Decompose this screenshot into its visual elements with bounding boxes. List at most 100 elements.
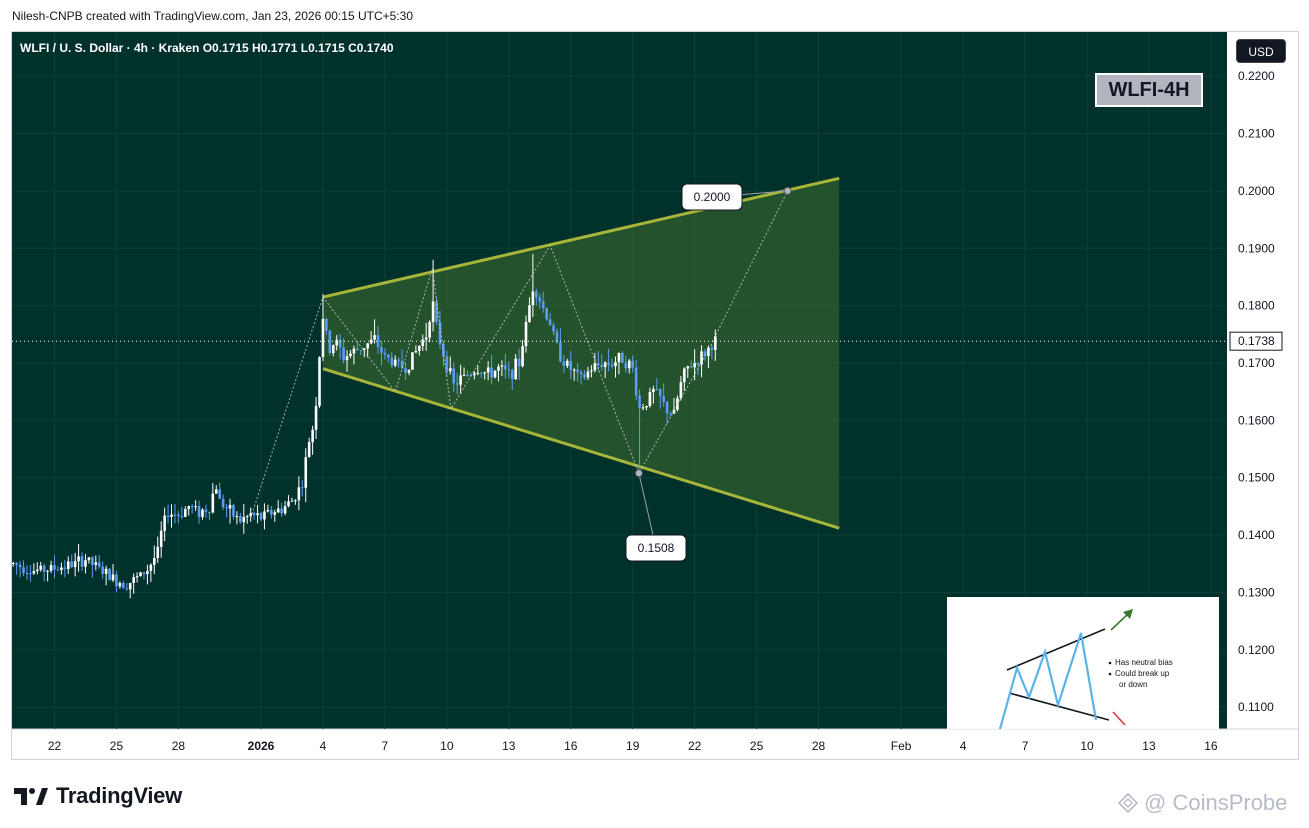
chart-tag: WLFI-4H: [1095, 73, 1203, 107]
time-axis-background: [12, 729, 1298, 759]
candle-body: [714, 336, 717, 350]
time-tick-label: 13: [1142, 739, 1156, 753]
lower-trendline: [322, 367, 840, 530]
candle-body: [108, 568, 111, 581]
candle-body: [617, 352, 621, 363]
candle-body: [500, 365, 504, 367]
candle-body: [373, 335, 376, 340]
candle-body: [590, 370, 593, 372]
candle-body: [270, 509, 273, 515]
candle-body: [63, 567, 67, 570]
inset-zigzag: [998, 632, 1098, 729]
candle-body: [80, 556, 84, 567]
candle-body: [466, 374, 469, 376]
time-tick-label: 10: [1080, 739, 1094, 753]
candle-body: [125, 588, 129, 590]
candle-body: [541, 301, 545, 309]
candle-body: [614, 362, 617, 367]
candle-body: [60, 567, 63, 570]
candle-body: [211, 493, 215, 513]
inset-upper-line: [1006, 628, 1106, 671]
candle-body: [407, 369, 411, 373]
candle-body: [404, 368, 407, 373]
candle-body: [596, 363, 600, 365]
candle-body: [662, 396, 665, 402]
inset-down-arrow: [1112, 711, 1126, 726]
candle-body: [342, 347, 345, 361]
candle-body: [115, 574, 118, 587]
candle-body: [356, 348, 359, 350]
candle-body: [535, 291, 538, 298]
candle-body: [473, 373, 476, 376]
candle-body: [462, 374, 466, 376]
candle-body: [66, 561, 70, 570]
candle-body: [400, 360, 404, 369]
candle-body: [572, 369, 576, 371]
candle-body: [266, 509, 270, 512]
candle-body: [163, 515, 166, 531]
annotation-label: 0.1508: [638, 541, 675, 555]
candle-body: [328, 330, 332, 354]
broadening-wedge-pattern: [322, 176, 840, 530]
chart-frame[interactable]: 0.1738 0.2000 0.1508 0.2200 0.2100 0.2000 0.…: [11, 31, 1299, 760]
candle-body: [256, 513, 259, 516]
annotation-box: [625, 534, 687, 562]
candle-body: [190, 506, 194, 508]
candle-body: [18, 564, 22, 568]
candle-body: [521, 346, 524, 367]
price-tick-label: 0.2100: [1238, 127, 1275, 141]
candle-body: [235, 516, 239, 518]
candle-body: [118, 583, 122, 587]
candle-body: [486, 367, 490, 373]
candle-body: [421, 339, 425, 347]
candle-body: [221, 498, 225, 508]
zigzag-path: [250, 190, 789, 519]
candle-body: [46, 570, 49, 572]
candle-body: [263, 511, 266, 520]
candle-body: [239, 516, 242, 523]
candle-body: [524, 321, 528, 347]
last-price-line: 0.1738: [12, 331, 1283, 351]
candle-body: [301, 487, 304, 489]
candle-body: [132, 577, 135, 583]
candle-body: [352, 348, 356, 354]
candle-body: [645, 405, 648, 408]
candle-body: [249, 513, 252, 517]
time-tick-label: 4: [960, 739, 967, 753]
candle-body: [304, 457, 308, 488]
time-tick-label: 22: [688, 739, 702, 753]
candle-body: [70, 561, 74, 568]
candle-body: [56, 569, 60, 571]
watermark-text: @ CoinsProbe: [1144, 790, 1288, 815]
candle-body: [641, 407, 645, 409]
candle-body: [87, 557, 91, 561]
candle-body: [15, 563, 18, 565]
candle-body: [452, 368, 456, 384]
candle-body: [555, 331, 559, 343]
candle-body: [655, 389, 659, 391]
candle-body: [569, 360, 573, 370]
currency-selector[interactable]: USD: [1236, 39, 1286, 63]
tradingview-logo[interactable]: TradingView: [14, 781, 182, 811]
candle-body: [552, 325, 555, 332]
candle-body: [331, 345, 335, 354]
candle-body: [459, 375, 462, 385]
candle-body: [197, 506, 201, 518]
candle-body: [42, 565, 46, 572]
candle-body: [387, 354, 390, 358]
candle-body: [710, 347, 714, 350]
candle-body: [517, 358, 521, 367]
candle-body: [208, 512, 211, 514]
candle-body: [104, 568, 108, 574]
candle-body: [276, 508, 280, 513]
inset-up-arrow: [1110, 612, 1130, 631]
candle-body: [397, 359, 400, 361]
candle-body: [25, 573, 29, 575]
candle-body: [455, 383, 459, 385]
candle-body: [490, 367, 493, 378]
candle-body: [414, 350, 418, 353]
candle-body: [39, 565, 43, 570]
candle-body: [700, 351, 703, 365]
time-axis: 22 25 28 2026 4 7 10 13 16 19 22 25 28 Feb 4 7 10 13 16: [48, 739, 1218, 753]
